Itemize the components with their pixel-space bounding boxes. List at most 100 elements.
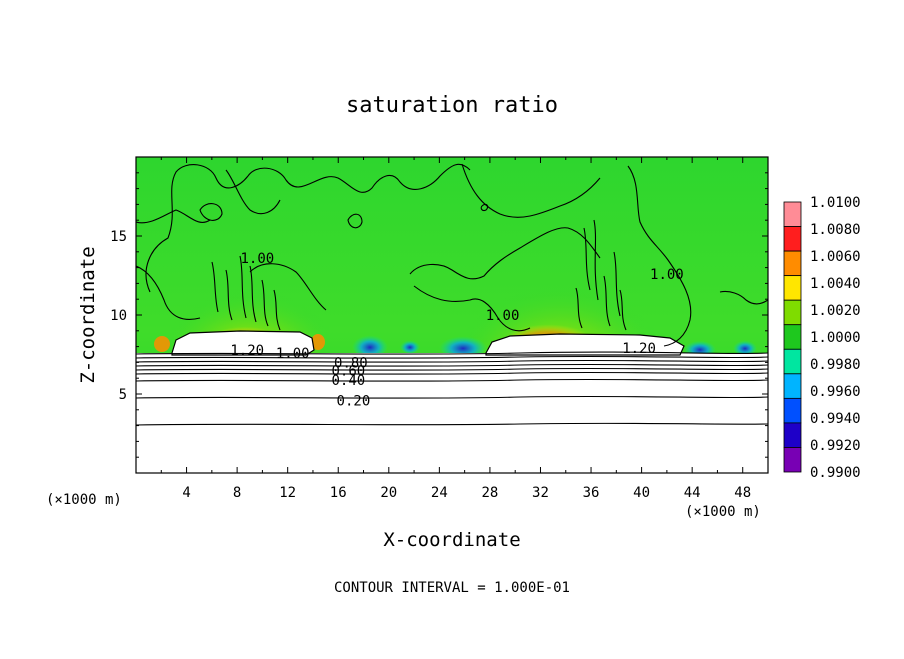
x-tick-label: 44 (684, 485, 701, 501)
y-tick-label: 5 (119, 387, 127, 403)
x-axis: 4 8 12 16 20 24 28 32 36 40 44 48 (160, 157, 751, 501)
contour-label: 1.20 (230, 343, 264, 359)
contour-line-upper-5 (409, 227, 601, 280)
convective-filament-6 (273, 289, 281, 331)
contour-label: 0.80 (334, 355, 368, 371)
contour-labels: 1.20 1.00 0.800.600.40 0.20 1.20 1.00 1.00 1.00 (230, 251, 684, 409)
x-tick-label: 32 (532, 485, 549, 501)
hot-edge-mid (311, 334, 325, 350)
convective-filament-3 (239, 255, 247, 319)
colorbar-swatch (783, 397, 802, 424)
colorbar-swatch (783, 275, 802, 301)
hot-edge-left (154, 336, 170, 352)
contour-line-upper-7 (627, 165, 692, 347)
cold-region-4 (733, 339, 757, 355)
cold-region-2 (439, 334, 487, 358)
cold-region-5 (400, 339, 420, 353)
plot-area: 1.20 1.00 0.800.600.40 0.20 1.20 1.00 1.00 1.00 (136, 157, 768, 473)
colorbar-label: 0.9920 (810, 438, 861, 454)
cloud-region-left (171, 330, 315, 356)
contour-line-upper-10 (199, 203, 223, 221)
contour-label: 0.20 (337, 393, 371, 409)
y-tick-label: 10 (110, 308, 127, 324)
contour-lines (136, 163, 768, 426)
contour-line-low-5 (136, 367, 768, 371)
x-axis-label: X-coordinate (383, 529, 520, 551)
convective-filament-12 (575, 287, 583, 329)
x-tick-label: 40 (633, 485, 650, 501)
colorbar-label: 1.0000 (810, 330, 861, 346)
footer-note: CONTOUR INTERVAL = 1.000E-01 (334, 580, 570, 596)
colorbar-swatch (783, 226, 802, 252)
colorbar-label: 0.9900 (810, 465, 861, 481)
contour-line-low-7 (136, 378, 768, 382)
x-tick-label: 48 (734, 485, 751, 501)
colorbar-label: 1.0020 (810, 303, 861, 319)
x-tick-label: 28 (481, 485, 498, 501)
colorbar-label: 1.0080 (810, 222, 861, 238)
contour-line-low-6 (136, 371, 768, 375)
contour-label: 1.00 (650, 267, 684, 283)
contour-line-upper-12 (225, 169, 281, 215)
contour-line-upper-11 (461, 163, 601, 218)
colorbar-swatch (783, 373, 802, 399)
chart-title: saturation ratio (346, 93, 558, 118)
contour-label: 0.40 (331, 373, 365, 389)
colorbar-swatch (783, 250, 802, 277)
convective-filament-8 (593, 219, 599, 301)
colorbar-swatch (783, 447, 802, 473)
colorbar-swatch (783, 324, 802, 350)
colorbar-label: 1.0060 (810, 249, 861, 265)
colorbar-label: 1.0040 (810, 276, 861, 292)
x-tick-label: 12 (279, 485, 296, 501)
contour-line-low-2 (136, 355, 768, 359)
colorbar-swatch (783, 422, 802, 448)
colorbar-swatch (783, 299, 802, 326)
x-tick-label: 20 (380, 485, 397, 501)
contour-line-upper-4 (249, 263, 327, 311)
contour-line-low-8 (136, 395, 768, 399)
convective-filament-9 (603, 275, 611, 327)
contour-line-upper-13 (719, 290, 768, 305)
colorbar-label: 0.9940 (810, 411, 861, 427)
convective-filament-10 (613, 251, 621, 317)
cold-region-1 (352, 333, 388, 357)
x-unit-left: (×1000 m) (46, 492, 122, 508)
contour-label: 1.00 (276, 346, 310, 362)
colorbar: 1.0100 1.0080 1.0060 1.0040 1.0020 1.0000 0.99… (783, 195, 861, 481)
contour-label: 1.00 (240, 251, 274, 267)
x-tick-label: 16 (330, 485, 347, 501)
contour-line-low-9 (136, 422, 768, 426)
x-unit-right: (×1000 m) (685, 504, 761, 520)
convective-filament-4 (249, 265, 257, 323)
convective-filament-1 (211, 261, 219, 313)
convective-filament-11 (619, 289, 627, 331)
colorbar-label: 0.9980 (810, 357, 861, 373)
convective-filament-2 (225, 269, 233, 321)
y-axis-label: Z-coordinate (77, 246, 99, 383)
colorbar-label: 1.0100 (810, 195, 861, 211)
contour-line-low-4 (136, 363, 768, 367)
convective-filament-7 (583, 227, 591, 291)
contour-line-low-1 (136, 351, 768, 355)
contour-label: 0.60 (331, 363, 365, 379)
x-tick-label: 8 (233, 485, 241, 501)
cloud-region-right (485, 333, 685, 356)
contour-label: 1.20 (622, 341, 656, 357)
y-axis: 5 10 15 (110, 172, 768, 458)
y-tick-label: 15 (110, 229, 127, 245)
lower-layer-white (136, 353, 768, 473)
x-tick-label: 36 (583, 485, 600, 501)
contour-line-upper-3 (136, 265, 201, 320)
colorbar-swatch (783, 201, 802, 227)
contour-label: 1.00 (486, 308, 520, 324)
contour-line-upper-2 (136, 209, 211, 224)
colorbar-swatch (783, 348, 802, 375)
contour-line-upper-9 (347, 213, 363, 229)
x-tick-label: 4 (182, 485, 190, 501)
x-tick-label: 24 (431, 485, 448, 501)
contour-line-upper-1 (145, 163, 471, 293)
contour-line-low-3 (136, 359, 768, 363)
